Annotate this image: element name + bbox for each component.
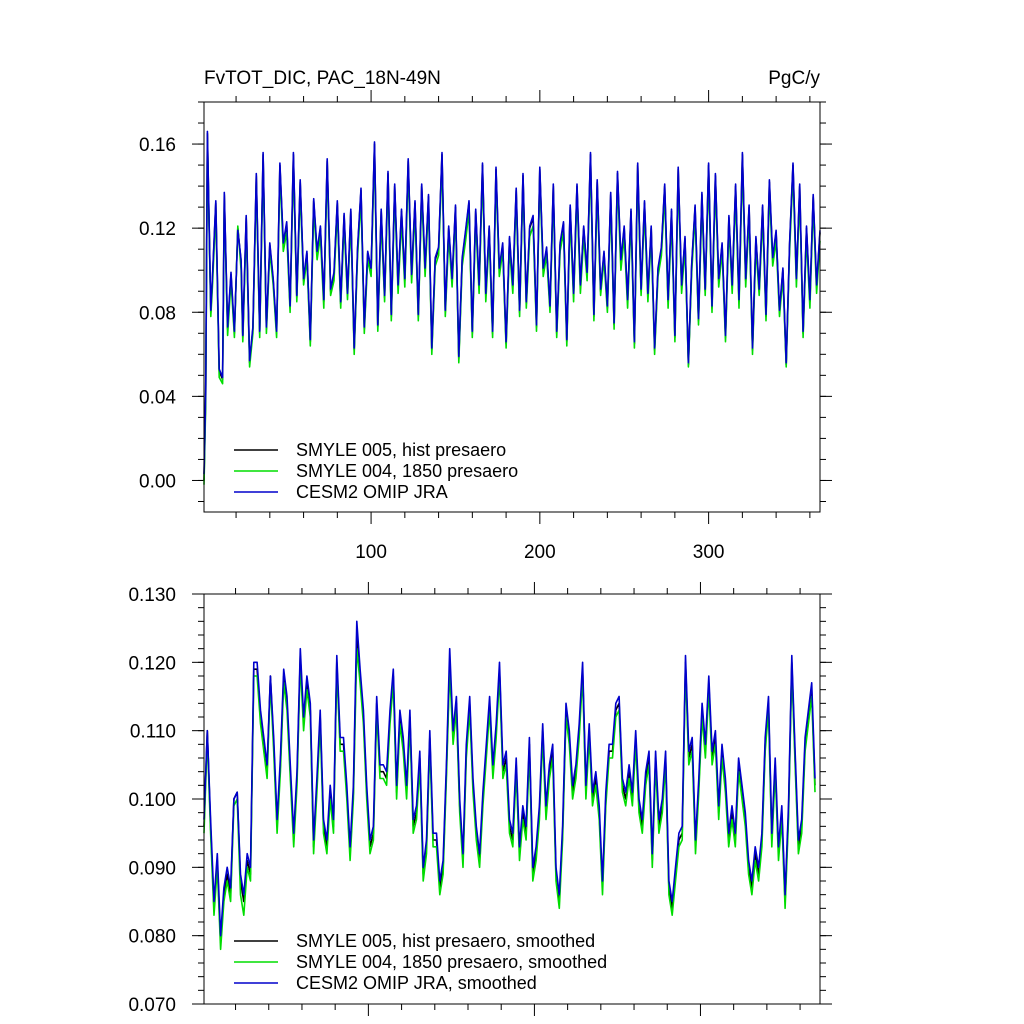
top-chart-units: PgC/y <box>768 68 820 89</box>
bot-legend-label: CESM2 OMIP JRA, smoothed <box>296 973 537 993</box>
top-legend-label: CESM2 OMIP JRA <box>296 482 448 502</box>
bot-ytick-label: 0.080 <box>128 927 176 948</box>
bottom-axis-ticks: 0.070 0.080 0.090 0.100 0.110 0.120 0.130 <box>128 582 832 1016</box>
bot-series-line-1 <box>203 647 816 951</box>
top-series-lines <box>203 130 821 485</box>
bot-ytick-label: 0.130 <box>128 585 176 606</box>
top-chart-title: FvTOT_DIC, PAC_18N-49N <box>204 68 441 89</box>
bot-ytick-label: 0.110 <box>130 722 176 743</box>
top-ytick-label: 0.12 <box>139 219 176 240</box>
bottom-plot-frame <box>203 593 821 1005</box>
top-xtick-label: 300 <box>693 542 725 563</box>
top-legend-label: SMYLE 005, hist presaero <box>296 440 506 460</box>
bottom-panel: 0.070 0.080 0.090 0.100 0.110 0.120 0.130 SMYL… <box>128 582 832 1016</box>
bot-ytick-label: 0.100 <box>128 790 176 811</box>
bottom-series-lines <box>203 620 816 951</box>
bot-legend-label: SMYLE 005, hist presaero, smoothed <box>296 931 595 951</box>
top-xtick-label: 100 <box>355 542 387 563</box>
bot-ytick-label: 0.070 <box>128 995 176 1016</box>
top-ytick-label: 0.00 <box>139 471 176 492</box>
top-ytick-label: 0.04 <box>139 387 176 408</box>
bot-series-line-2 <box>203 620 816 937</box>
top-panel: FvTOT_DIC, PAC_18N-49N PgC/y 0.000.040.0… <box>139 68 832 563</box>
bottom-legend: SMYLE 005, hist presaero, smoothedSMYLE … <box>234 931 607 993</box>
bot-ytick-label: 0.120 <box>128 653 176 674</box>
top-ytick-label: 0.16 <box>139 135 176 156</box>
top-ytick-label: 0.08 <box>139 303 176 324</box>
top-xtick-label: 200 <box>524 542 556 563</box>
top-axis-ticks: 0.00 0.04 0.08 0.12 0.16 100 200 300 <box>139 90 832 563</box>
bot-legend-label: SMYLE 004, 1850 presaero, smoothed <box>296 952 607 972</box>
bot-ytick-label: 0.090 <box>128 858 176 879</box>
top-series-line-1 <box>203 139 821 485</box>
top-legend-label: SMYLE 004, 1850 presaero <box>296 461 518 481</box>
top-plot-frame <box>203 101 821 513</box>
top-series-line-0 <box>203 132 821 481</box>
top-series-line-2 <box>203 130 821 475</box>
